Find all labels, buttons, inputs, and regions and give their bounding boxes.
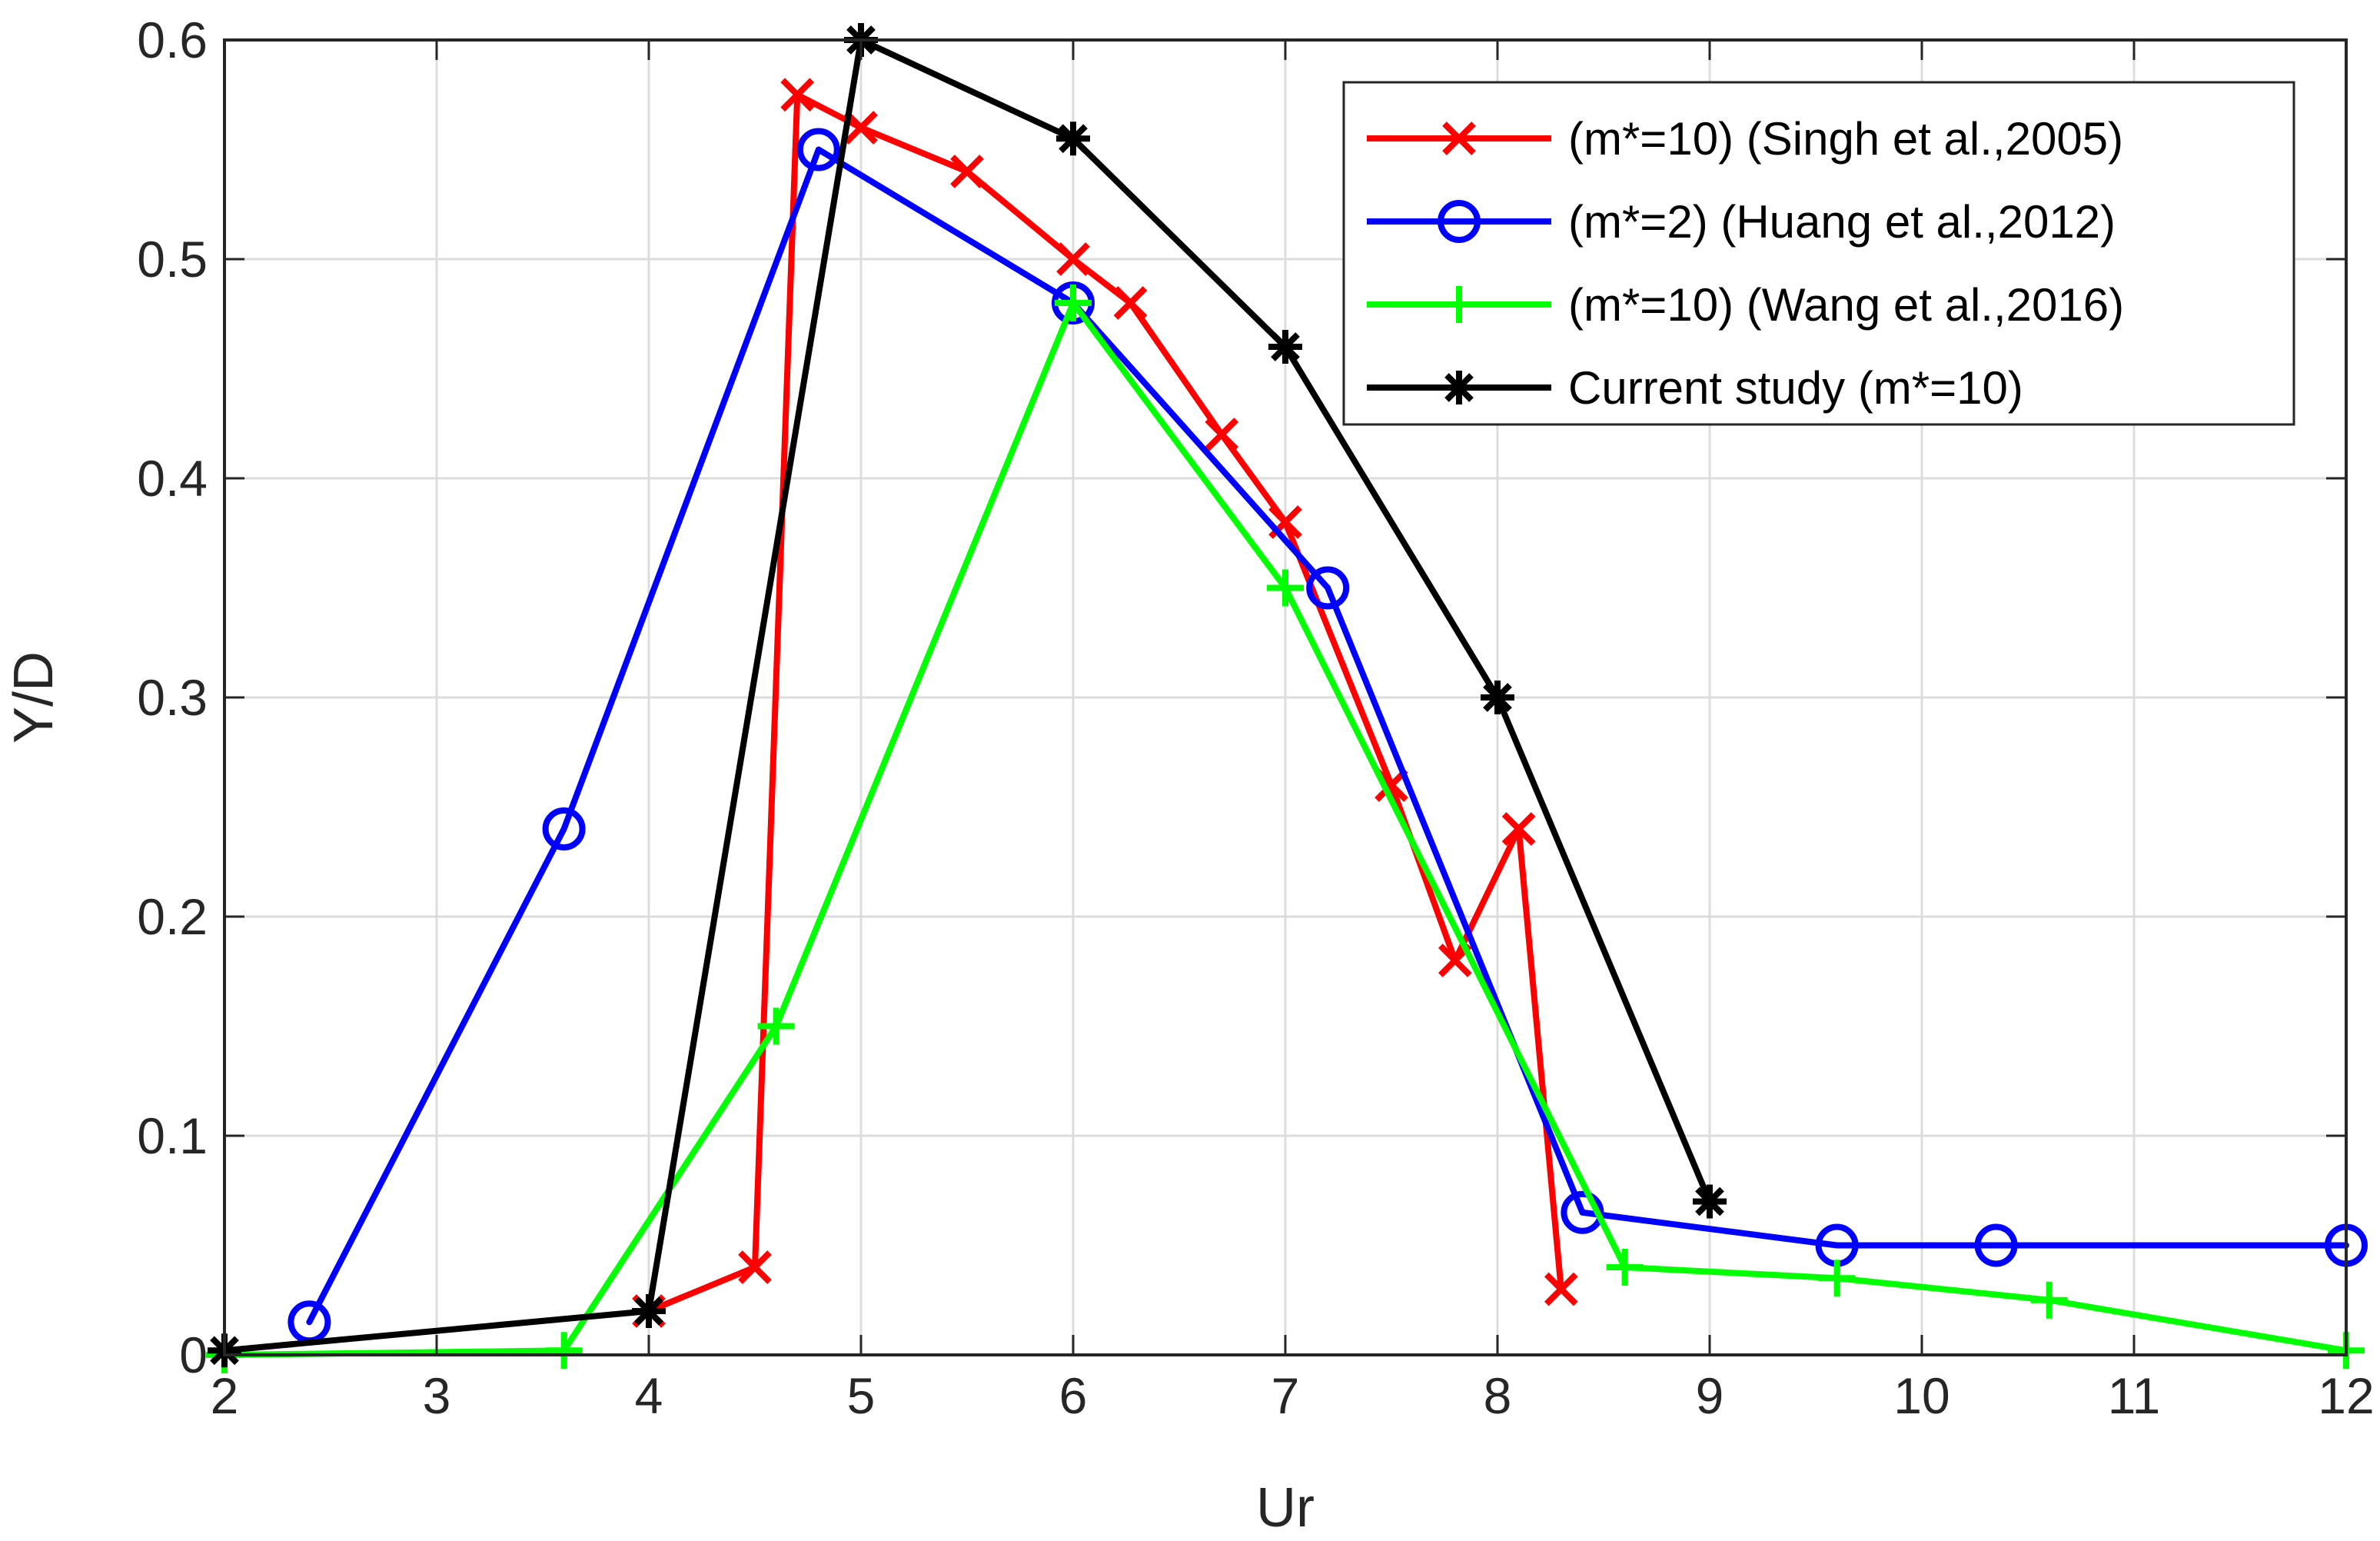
marker-circle	[1438, 200, 1481, 243]
x-tick-label: 10	[1893, 1367, 1950, 1424]
data-point	[738, 1250, 772, 1284]
marker-stroke	[1205, 418, 1239, 451]
data-point	[1056, 121, 1090, 156]
y-tick-label: 0.3	[137, 669, 208, 726]
data-point	[1606, 1249, 1644, 1286]
legend: (m*=10) (Singh et al.,2005) (m*=2) (Huang…	[1342, 81, 2295, 426]
data-point	[542, 807, 586, 850]
legend-marker	[1442, 121, 1476, 155]
data-point	[1974, 1223, 2018, 1267]
legend-entry: (m*=10) (Singh et al.,2005)	[1367, 113, 2123, 165]
data-point	[1205, 418, 1239, 451]
marker-stroke	[634, 1296, 663, 1326]
data-point	[545, 1332, 583, 1370]
marker-stroke	[1056, 242, 1090, 276]
data-point	[1055, 285, 1092, 321]
data-point	[1693, 1184, 1727, 1219]
legend-entry: Current study (m*=10)	[1367, 362, 2023, 414]
marker-stroke	[1501, 812, 1536, 846]
data-point	[1481, 681, 1514, 714]
marker-stroke	[780, 78, 815, 112]
data-point	[950, 155, 984, 188]
x-tick-label: 11	[2108, 1367, 2161, 1424]
data-point	[1267, 569, 1304, 607]
legend-marker	[1441, 286, 1478, 323]
marker-stroke	[1544, 1272, 1578, 1306]
data-point	[757, 1007, 795, 1045]
tick-labels: 2 3 4 5 6 7 8 9 10 11 12 0 0.1 0.2 0.3 0.4 0.5 0.6	[137, 12, 2374, 1424]
x-tick-label: 4	[635, 1367, 663, 1424]
legend-label: Current study (m*=10)	[1568, 362, 2023, 414]
y-tick-label: 0.2	[137, 888, 208, 945]
x-tick-label: 2	[211, 1367, 239, 1424]
data-point	[1501, 812, 1536, 846]
legend-entry: (m*=2) (Huang et al.,2012)	[1367, 196, 2116, 248]
y-axis-label: Y/D	[3, 651, 65, 744]
marker-stroke	[1444, 373, 1474, 402]
data-point	[2030, 1281, 2068, 1319]
y-tick-label: 0.6	[137, 12, 208, 68]
x-tick-label: 7	[1271, 1367, 1300, 1424]
axis-ticks	[223, 38, 2348, 1356]
legend-label: (m*=2) (Huang et al.,2012)	[1568, 196, 2116, 248]
data-point	[1268, 330, 1302, 364]
x-tick-label: 5	[847, 1367, 876, 1424]
series-3	[206, 285, 2365, 1373]
data-point	[780, 78, 815, 112]
x-tick-label: 6	[1059, 1367, 1088, 1424]
x-tick-label: 9	[1696, 1367, 1724, 1424]
data-point	[632, 1294, 666, 1328]
data-point	[1306, 566, 1350, 610]
y-tick-label: 0	[179, 1326, 208, 1383]
legend-marker	[1442, 371, 1476, 404]
marker-stroke	[738, 1250, 772, 1284]
x-tick-label: 3	[423, 1367, 451, 1424]
marker-circle	[542, 807, 586, 850]
marker-stroke	[1113, 286, 1148, 320]
legend-marker	[1438, 200, 1481, 243]
data-point	[796, 128, 840, 171]
data-point	[844, 111, 878, 145]
marker-stroke	[844, 111, 878, 145]
y-tick-label: 0.4	[137, 450, 208, 507]
data-point	[1544, 1272, 1578, 1306]
data-point	[1056, 242, 1090, 276]
marker-stroke	[1271, 332, 1300, 361]
legend-label: (m*=10) (Wang et al.,2016)	[1568, 279, 2124, 331]
marker-stroke	[950, 155, 984, 188]
marker-stroke	[1442, 121, 1476, 155]
data-point	[1113, 286, 1148, 320]
data-series	[206, 23, 2368, 1373]
marker-circle	[796, 128, 840, 171]
data-point	[1818, 1260, 1856, 1297]
marker-circle	[1974, 1223, 2018, 1267]
y-tick-label: 0.5	[137, 231, 208, 288]
marker-stroke	[1483, 683, 1512, 712]
legend-entry: (m*=10) (Wang et al.,2016)	[1367, 279, 2124, 331]
x-axis-label: Ur	[1256, 1477, 1315, 1539]
marker-circle	[1306, 566, 1350, 610]
marker-stroke	[1059, 124, 1088, 154]
x-tick-label: 8	[1484, 1367, 1512, 1424]
legend-label: (m*=10) (Singh et al.,2005)	[1568, 113, 2123, 165]
x-tick-label: 12	[2318, 1367, 2374, 1424]
y-tick-label: 0.1	[137, 1107, 208, 1164]
marker-stroke	[1695, 1187, 1724, 1216]
series-line	[306, 146, 2349, 1326]
